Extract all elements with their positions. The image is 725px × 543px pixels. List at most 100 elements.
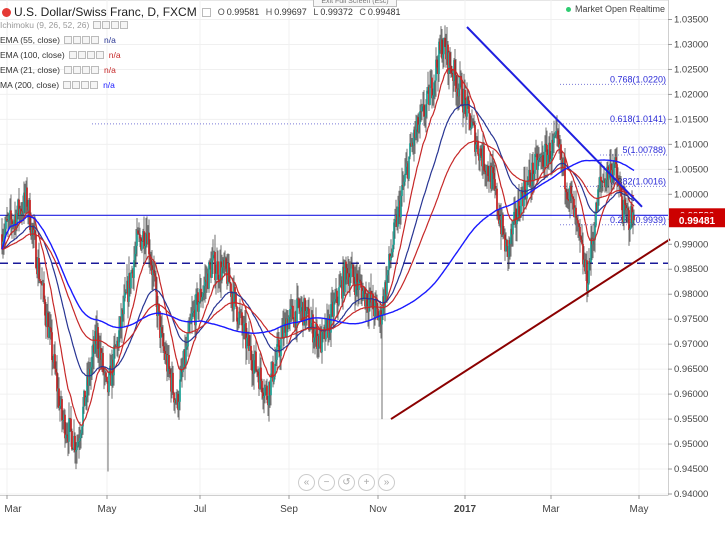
zoom-in-icon[interactable]: + bbox=[358, 474, 375, 491]
eye-icon[interactable] bbox=[64, 35, 72, 44]
reset-icon[interactable]: ↺ bbox=[338, 474, 355, 491]
candle-body bbox=[408, 156, 410, 179]
candle-body bbox=[187, 332, 189, 347]
candle-body bbox=[470, 127, 472, 130]
more-icon[interactable] bbox=[91, 65, 99, 74]
price-tick-label: 0.97500 bbox=[674, 314, 708, 325]
market-status: Market Open Realtime bbox=[566, 4, 665, 14]
candle-body bbox=[61, 399, 63, 421]
candle-body bbox=[500, 219, 502, 235]
ohlc-close-key: C bbox=[359, 7, 366, 17]
gear-icon[interactable] bbox=[73, 65, 81, 74]
more-icon[interactable] bbox=[120, 20, 129, 29]
time-axis[interactable]: Mar May Jul Sep Nov 2017 Mar May bbox=[4, 495, 648, 515]
close-icon[interactable] bbox=[111, 20, 120, 29]
candle-body bbox=[334, 299, 336, 302]
candle-body bbox=[232, 293, 234, 310]
candle-body bbox=[130, 272, 132, 289]
candle-body bbox=[463, 89, 465, 113]
indicator-controls[interactable] bbox=[63, 80, 99, 89]
candle-body bbox=[172, 372, 174, 393]
candle-body bbox=[22, 211, 24, 213]
close-icon[interactable] bbox=[82, 65, 90, 74]
candle-body bbox=[138, 233, 140, 235]
candle-body bbox=[377, 308, 379, 320]
candle-body bbox=[40, 281, 42, 284]
candle-body bbox=[217, 261, 219, 280]
candle-body bbox=[446, 44, 448, 60]
candle-body bbox=[185, 346, 187, 365]
candle-body bbox=[201, 297, 203, 301]
settings-icon[interactable] bbox=[201, 7, 211, 17]
eye-icon[interactable] bbox=[68, 50, 77, 59]
candle-body bbox=[309, 329, 311, 331]
time-tick-label: Jul bbox=[194, 504, 207, 515]
candle-body bbox=[319, 330, 321, 347]
candle-body bbox=[441, 39, 443, 59]
candle-body bbox=[421, 106, 423, 112]
candle-body bbox=[336, 290, 338, 304]
candle-body bbox=[83, 390, 85, 407]
eye-icon[interactable] bbox=[64, 65, 72, 74]
symbol-title[interactable]: U.S. Dollar/Swiss Franc, D, FXCM bbox=[14, 5, 197, 19]
candle-body bbox=[76, 446, 78, 451]
gear-icon[interactable] bbox=[72, 80, 81, 89]
more-icon[interactable] bbox=[91, 35, 99, 44]
candle-body bbox=[539, 156, 541, 158]
indicator-ema55[interactable]: EMA (55, close) n/a bbox=[0, 33, 116, 46]
indicator-controls[interactable] bbox=[93, 20, 129, 29]
indicator-ema100[interactable]: EMA (100, close) n/a bbox=[0, 48, 121, 61]
candle-body bbox=[162, 333, 164, 347]
scroll-left-fast-icon[interactable]: « bbox=[298, 474, 315, 491]
scroll-right-fast-icon[interactable]: » bbox=[378, 474, 395, 491]
close-icon[interactable] bbox=[82, 35, 90, 44]
candle-body bbox=[454, 60, 456, 76]
candle-body bbox=[92, 344, 94, 357]
zoom-out-icon[interactable]: − bbox=[318, 474, 335, 491]
gear-icon[interactable] bbox=[73, 35, 81, 44]
candle-body bbox=[111, 359, 113, 386]
candle-body bbox=[214, 251, 216, 281]
time-tick-label: Mar bbox=[542, 504, 560, 515]
candle-body bbox=[397, 207, 399, 227]
close-icon[interactable] bbox=[81, 80, 90, 89]
candle-body bbox=[552, 139, 554, 143]
candle-body bbox=[37, 258, 39, 275]
indicator-ichimoku[interactable]: Ichimoku (9, 26, 52, 26) bbox=[0, 18, 133, 31]
eye-icon[interactable] bbox=[63, 80, 72, 89]
close-icon[interactable] bbox=[86, 50, 95, 59]
eye-icon[interactable] bbox=[93, 20, 102, 29]
candle-body bbox=[508, 240, 510, 257]
gear-icon[interactable] bbox=[77, 50, 86, 59]
gear-icon[interactable] bbox=[102, 20, 111, 29]
candle-body bbox=[433, 82, 435, 96]
indicator-controls[interactable] bbox=[64, 65, 100, 74]
candle-body bbox=[574, 207, 576, 218]
candle-body bbox=[292, 305, 294, 319]
candle-body bbox=[19, 208, 21, 216]
candle-body bbox=[442, 54, 444, 59]
ema-100-line bbox=[1, 140, 635, 349]
indicator-ema21[interactable]: EMA (21, close) n/a bbox=[0, 63, 116, 76]
indicator-controls[interactable] bbox=[64, 35, 100, 44]
trendlines[interactable] bbox=[390, 26, 671, 420]
indicator-controls[interactable] bbox=[68, 50, 105, 59]
ohlc-open-key: O bbox=[217, 7, 225, 17]
candle-body bbox=[3, 236, 5, 242]
candle-body bbox=[32, 225, 34, 233]
candle-body bbox=[590, 237, 592, 263]
more-icon[interactable] bbox=[95, 50, 104, 59]
candle-body bbox=[36, 267, 38, 275]
candle-body bbox=[417, 117, 419, 132]
indicator-ma200[interactable]: MA (200, close) n/a bbox=[0, 78, 115, 91]
candle-body bbox=[525, 193, 527, 199]
more-icon[interactable] bbox=[90, 80, 99, 89]
candle-body bbox=[418, 124, 420, 132]
price-axis[interactable]: 1.03500 1.03000 1.02500 1.02000 1.01500 1.010… bbox=[668, 15, 725, 501]
candle-body bbox=[329, 315, 331, 333]
ohlc-close-value: 0.99481 bbox=[367, 7, 401, 17]
candle-body bbox=[378, 317, 380, 320]
candle-body bbox=[66, 434, 68, 436]
candle-body bbox=[581, 239, 583, 244]
